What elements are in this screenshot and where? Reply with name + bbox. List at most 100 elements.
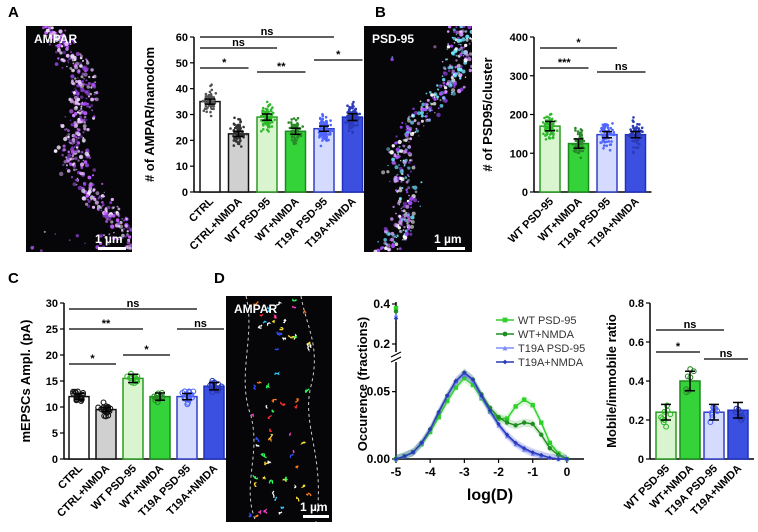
punctum: [65, 47, 69, 51]
punctum: [74, 89, 78, 92]
data-point: [636, 146, 640, 150]
punctum: [82, 131, 85, 134]
punctum: [66, 65, 68, 68]
data-point: [324, 119, 328, 123]
trajectory: [267, 433, 274, 441]
data-point: [479, 393, 484, 398]
data-point: [608, 132, 611, 135]
punctum: [30, 245, 35, 250]
trajectory: [300, 441, 306, 446]
punctum: [446, 30, 450, 33]
data-point: [610, 140, 613, 143]
punctum: [115, 211, 120, 216]
ampar-tracking-micrograph-d: AMPAR 1 µm: [226, 296, 332, 522]
punctum: [69, 109, 74, 114]
trajectory: [271, 409, 275, 413]
data-point: [640, 133, 643, 137]
data-point: [208, 90, 212, 94]
data-point: [551, 135, 555, 139]
punctum: [407, 213, 410, 216]
punctum: [457, 67, 461, 72]
punctum: [85, 119, 88, 121]
punctum: [94, 81, 97, 84]
data-point: [547, 136, 551, 139]
significance-label: *: [676, 341, 681, 353]
punctum: [409, 232, 413, 236]
data-point: [629, 128, 632, 131]
legend-label: T19A PSD-95: [518, 343, 585, 355]
punctum: [462, 55, 465, 57]
data-point: [350, 123, 354, 126]
punctum: [80, 95, 84, 99]
punctum: [83, 127, 87, 131]
trajectory: [253, 301, 259, 306]
data-point: [319, 117, 322, 121]
punctum: [454, 47, 458, 51]
punctum: [436, 88, 439, 91]
trajectory: [266, 306, 271, 312]
punctum: [446, 48, 448, 50]
data-point: [189, 394, 196, 401]
punctum: [66, 168, 68, 170]
data-point: [513, 440, 518, 446]
punctum: [390, 243, 396, 249]
punctum: [62, 50, 67, 55]
punctum: [455, 33, 458, 36]
punctum: [387, 229, 389, 231]
punctum: [448, 26, 452, 29]
punctum: [92, 115, 96, 119]
punctum: [77, 117, 81, 121]
punctum: [56, 43, 61, 48]
punctum: [430, 102, 434, 106]
trajectory: [257, 324, 263, 329]
punctum: [453, 74, 457, 78]
punctum: [101, 201, 104, 204]
data-point: [229, 127, 232, 130]
data-point: [238, 118, 242, 121]
punctum: [95, 91, 99, 95]
punctum: [405, 188, 408, 191]
significance-label: *: [222, 57, 227, 69]
punctum: [405, 212, 407, 214]
punctum: [64, 128, 67, 131]
punctum: [64, 41, 69, 46]
punctum: [410, 224, 414, 229]
data-point: [609, 143, 613, 146]
data-point: [133, 378, 140, 385]
punctum: [87, 204, 91, 208]
trajectory: [274, 371, 280, 376]
punctum: [88, 183, 93, 188]
trajectory: [255, 443, 260, 447]
punctum: [404, 138, 408, 142]
punctum: [53, 149, 58, 153]
punctum: [442, 66, 446, 70]
trajectory-overlay-d: [244, 296, 319, 522]
data-point: [347, 129, 351, 132]
data-point: [290, 138, 294, 142]
data-point: [462, 375, 467, 381]
data-point: [453, 378, 459, 384]
punctum: [398, 197, 402, 201]
data-point: [513, 404, 518, 409]
trajectory: [281, 337, 287, 341]
data-point: [269, 108, 273, 111]
data-point: [273, 118, 277, 122]
data-point: [319, 132, 323, 135]
punctum: [128, 235, 132, 239]
y-tick-label: 15: [46, 376, 58, 388]
punctum: [62, 163, 65, 167]
y-tick-label: 20: [176, 135, 188, 147]
punctum: [93, 93, 96, 96]
data-point: [661, 408, 668, 415]
punctum: [120, 230, 123, 232]
scale-label-d: 1 µm: [300, 500, 328, 514]
punctum: [75, 143, 79, 148]
punctum: [77, 93, 80, 95]
trajectory: [267, 460, 272, 464]
data-point: [347, 108, 351, 112]
punctum: [74, 65, 79, 70]
data-point: [635, 125, 638, 129]
data-point: [578, 134, 582, 138]
punctum: [395, 212, 397, 215]
